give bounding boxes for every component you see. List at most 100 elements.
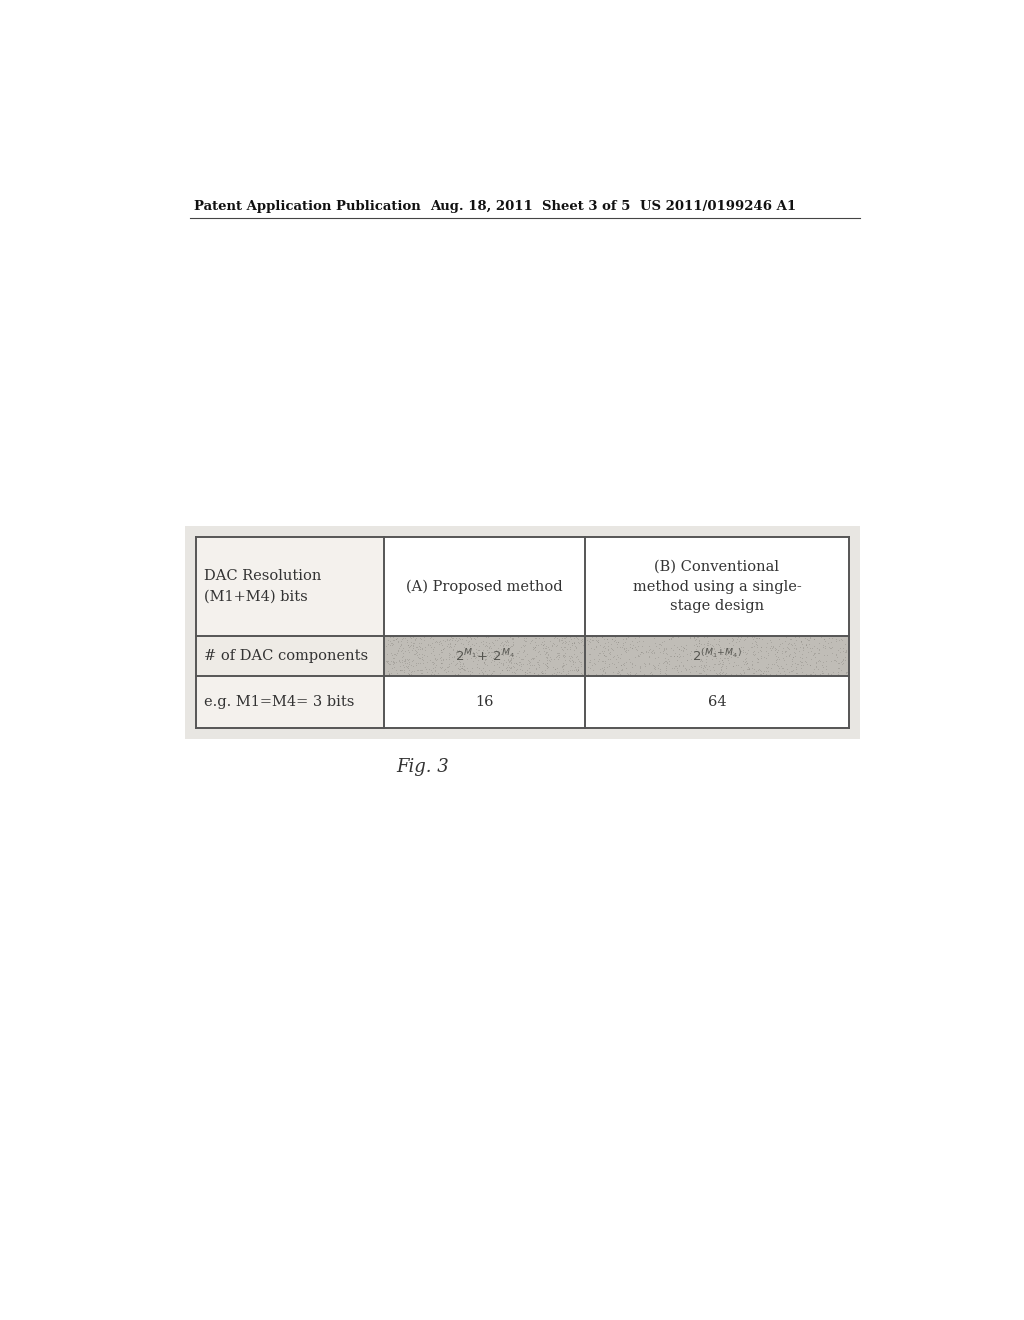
Point (601, 656, 617, 677)
Point (782, 656, 799, 677)
Point (705, 635, 721, 656)
Point (419, 652, 435, 673)
Point (768, 642, 784, 663)
Point (440, 660, 457, 681)
Point (786, 645, 803, 667)
Point (582, 628, 598, 649)
Point (457, 660, 473, 681)
Point (433, 653, 450, 675)
Point (610, 631, 627, 652)
Point (813, 660, 829, 681)
Point (646, 642, 663, 663)
Point (392, 635, 409, 656)
Point (442, 643, 459, 664)
Point (479, 642, 496, 663)
Point (775, 657, 792, 678)
Point (666, 635, 682, 656)
Point (780, 644, 797, 665)
Point (422, 643, 438, 664)
Point (546, 627, 562, 648)
Bar (197, 537, 384, 636)
Point (446, 635, 463, 656)
Point (735, 653, 752, 675)
Point (557, 631, 573, 652)
Point (613, 655, 630, 676)
Point (772, 663, 788, 684)
Point (460, 634, 476, 655)
Point (771, 628, 787, 649)
Point (693, 648, 710, 669)
Point (528, 652, 545, 673)
Point (825, 661, 842, 682)
Point (664, 627, 680, 648)
Point (608, 636, 625, 657)
Point (596, 659, 612, 680)
Point (475, 631, 492, 652)
Point (386, 651, 402, 672)
Point (614, 632, 631, 653)
Point (698, 627, 715, 648)
Point (627, 647, 643, 668)
Point (606, 630, 623, 651)
Point (453, 632, 469, 653)
Point (440, 657, 457, 678)
Point (595, 643, 611, 664)
Point (724, 630, 740, 651)
Point (792, 640, 808, 661)
Point (387, 628, 403, 649)
Point (426, 656, 442, 677)
Point (386, 656, 402, 677)
Point (698, 645, 715, 667)
Point (695, 657, 712, 678)
Point (691, 651, 708, 672)
Point (557, 663, 573, 684)
Point (408, 643, 424, 664)
Point (404, 649, 421, 671)
Point (444, 639, 461, 660)
Point (679, 649, 695, 671)
Point (782, 628, 799, 649)
Point (734, 636, 751, 657)
Point (410, 638, 426, 659)
Point (806, 643, 822, 664)
Point (743, 653, 760, 675)
Point (596, 645, 612, 667)
Point (599, 656, 615, 677)
Point (794, 634, 810, 655)
Point (703, 635, 720, 656)
Point (522, 651, 539, 672)
Point (597, 638, 613, 659)
Point (759, 657, 775, 678)
Point (657, 638, 674, 659)
Point (713, 659, 729, 680)
Point (529, 664, 546, 685)
Point (610, 663, 627, 684)
Point (507, 663, 523, 684)
Point (573, 664, 590, 685)
Point (560, 630, 577, 651)
Point (481, 642, 498, 663)
Text: (A) Proposed method: (A) Proposed method (407, 579, 563, 594)
Point (568, 627, 585, 648)
Point (718, 644, 734, 665)
Text: DAC Resolution
(M1+M4) bits: DAC Resolution (M1+M4) bits (204, 569, 322, 603)
Point (455, 656, 471, 677)
Point (597, 652, 613, 673)
Point (753, 636, 769, 657)
Point (543, 649, 559, 671)
Text: 64: 64 (708, 696, 726, 709)
Text: $2^{(M_1\!+\!M_4)}$: $2^{(M_1\!+\!M_4)}$ (692, 648, 742, 664)
Point (411, 664, 427, 685)
Point (556, 636, 572, 657)
Point (539, 642, 555, 663)
Point (561, 626, 578, 647)
Point (410, 660, 426, 681)
Point (386, 648, 402, 669)
Point (818, 656, 835, 677)
Point (714, 644, 730, 665)
Point (498, 635, 514, 656)
Point (658, 639, 675, 660)
Point (618, 628, 635, 649)
Point (490, 644, 507, 665)
Point (555, 639, 571, 660)
